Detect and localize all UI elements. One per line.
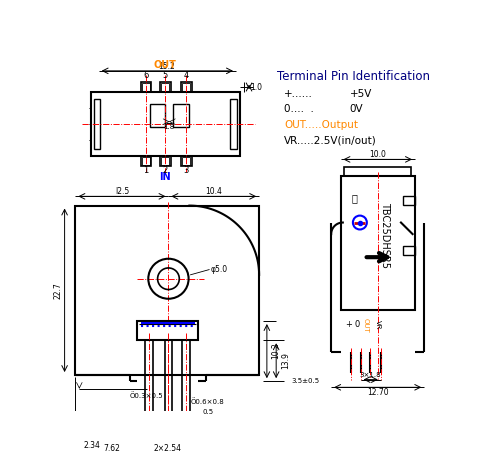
Text: TBC25DHSR5: TBC25DHSR5 [380,202,391,268]
Text: 13.9: 13.9 [281,352,290,369]
Text: 5: 5 [163,71,168,80]
Bar [173,104,188,127]
Text: 1: 1 [143,166,149,175]
Text: IN: IN [159,172,171,182]
Text: 10.4: 10.4 [205,187,222,196]
Text: 3: 3 [184,166,189,175]
Text: 2.34: 2.34 [83,441,100,450]
Bar [150,104,165,127]
Text: +......: +...... [284,89,313,99]
Bar [94,98,100,149]
Text: 0: 0 [355,321,360,329]
Bar [403,195,415,205]
Bar [91,92,240,156]
Bar [340,176,415,310]
Text: 10.0: 10.0 [369,150,386,159]
Text: 15.2: 15.2 [158,62,175,72]
Text: 6: 6 [143,71,149,80]
Bar [142,157,150,165]
Text: φ5.0: φ5.0 [210,265,227,274]
Text: VR: VR [375,320,381,330]
Text: 2×2.54: 2×2.54 [154,444,182,453]
Text: 0....  .: 0.... . [284,104,314,114]
Text: Ö0.6×0.8: Ö0.6×0.8 [190,399,224,405]
Text: OUT: OUT [154,60,177,70]
Text: 0.5: 0.5 [202,409,214,415]
Text: 0V: 0V [350,104,364,114]
Text: 1.0: 1.0 [250,83,262,91]
Bar [183,157,190,165]
Bar [160,82,171,92]
Bar [137,321,198,340]
Text: 22.7: 22.7 [54,282,63,298]
Text: +5V: +5V [350,89,372,99]
Bar [141,156,152,166]
Text: 4: 4 [184,71,189,80]
Text: l2.5: l2.5 [115,187,129,196]
Bar [161,83,169,91]
Text: +: + [345,321,352,329]
Bar [403,246,415,255]
Text: OUT.....Output: OUT.....Output [284,120,358,130]
Text: 3.5±0.5: 3.5±0.5 [291,378,320,384]
Bar [142,83,150,91]
Text: 1.8: 1.8 [164,124,175,130]
Bar [183,83,190,91]
Bar [230,98,237,149]
Text: 2: 2 [163,166,168,175]
Text: Terminal Pin Identification: Terminal Pin Identification [277,70,430,83]
Text: Ö0.3×0.5: Ö0.3×0.5 [130,392,163,399]
Text: 10.2: 10.2 [272,343,280,359]
Bar [181,156,192,166]
Text: 12.70: 12.70 [367,388,389,397]
Text: 3×1.8: 3×1.8 [360,372,381,378]
Bar [344,167,411,176]
Bar [181,82,192,92]
Bar [160,156,171,166]
Bar [161,157,169,165]
Text: Ⓐ: Ⓐ [351,193,357,203]
Bar [141,82,152,92]
Bar [75,206,259,375]
Text: 7.62: 7.62 [103,444,121,453]
Text: OUT: OUT [363,317,369,332]
Text: VR.....2.5V(in/out): VR.....2.5V(in/out) [284,135,377,145]
